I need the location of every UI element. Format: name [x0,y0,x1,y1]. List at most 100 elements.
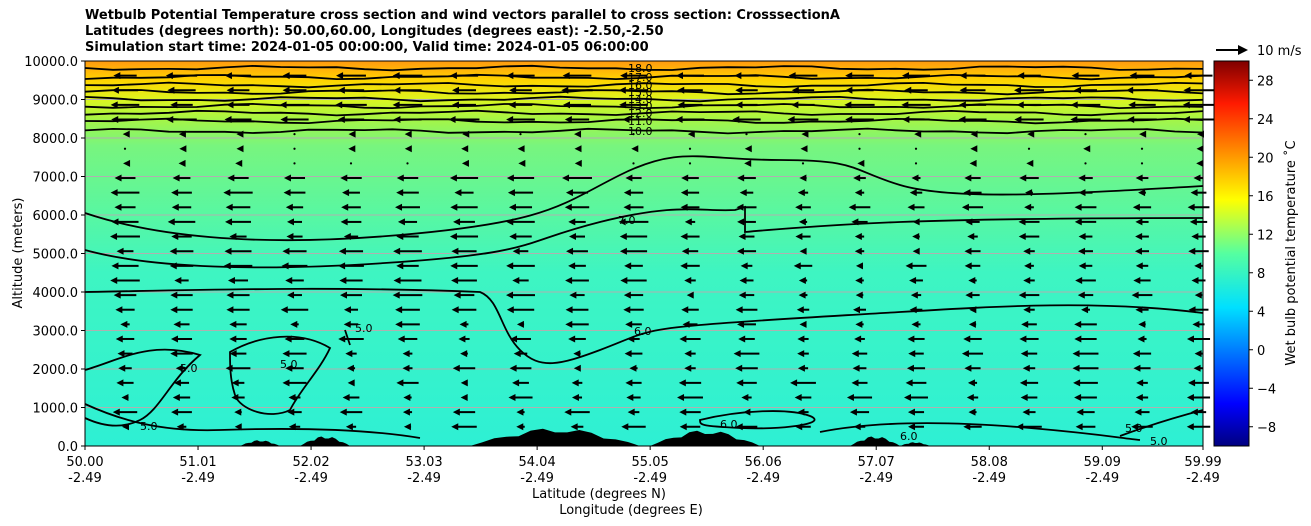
wind-vector-head [121,393,129,401]
y-tick-label: 10000.0 [24,55,78,70]
wind-vector-head [1135,233,1143,241]
x-axis-label-latitude: Latitude (degrees N) [532,487,666,502]
wind-vector-head [1139,130,1147,138]
wind-vector-head [347,379,355,387]
wind-vector-head [569,233,577,241]
wind-vector-head [516,320,524,328]
wind-vector-head [115,335,123,343]
x-axis-label-longitude: Longitude (degrees E) [559,503,703,518]
wind-vector-head [855,276,863,284]
wind-vector-head [565,189,573,197]
wind-vector [1140,162,1144,165]
wind-vector-head [797,189,805,197]
wind-vector-head [1076,408,1084,416]
terrain-shape [470,428,640,446]
wind-vector-head [172,393,180,401]
wind-vector-head [452,408,460,416]
colorbar-tick-label: 20 [1257,151,1274,166]
wind-vector-head [736,203,744,211]
wind-vector-head [509,364,517,372]
wind-key-label: 10 m/s [1257,44,1302,59]
wind-vector-head [403,423,411,431]
wind-vector-head [795,203,803,211]
wind-vector [632,162,635,165]
wind-vector-head [625,379,633,387]
contour-line-5.0-c [229,335,332,415]
wind-vector-head [854,189,862,197]
wind-vector-head [739,189,747,197]
wind-vector-head [451,306,459,314]
wind-vector-head [678,379,686,387]
wind-vector-head [624,350,632,358]
wind-vector-head [223,189,231,197]
wind-vector-head [1134,408,1142,416]
wind-vector-head [570,423,578,431]
wind-vector-head [740,262,748,270]
wind-vector-head [680,233,688,241]
wind-vector-head [402,408,410,416]
wind-vector-head [396,174,404,182]
wind-vector-head [1014,86,1022,94]
wind-vector-head [110,276,118,284]
wind-vector-head [110,233,118,241]
wind-vector-head [625,320,633,328]
wind-vector-head [799,247,807,255]
wind-vector-head [290,320,298,328]
wind-vector-head [735,306,743,314]
wind-vector-head [339,408,347,416]
wind-vector-head [912,247,920,255]
wind-vector-head [796,306,804,314]
colorbar-ticks: −8 −4 0 4 8 12 16 20 24 28 [1249,74,1276,436]
wind-vector-head [338,335,346,343]
wind-vector [914,147,918,150]
wind-vector-head [1074,320,1082,328]
wind-vector-head [624,262,632,270]
wind-vector-head [404,145,412,153]
contour-label: 10.0 [628,125,653,138]
contour-label: 5.0 [1125,422,1143,435]
wind-vector-head [1192,320,1200,328]
wind-vector-head [1018,291,1026,299]
wind-vector-head [510,335,518,343]
y-axis-ticks: 0.0 1000.0 2000.0 3000.0 4000.0 5000.0 6000.0 7… [24,55,85,455]
wind-vector-head [287,291,295,299]
wind-vector-head [629,364,637,372]
wind-vector-head [627,408,635,416]
wind-vector-head [450,262,458,270]
wind-vector-head [395,306,403,314]
wind-vector-head [686,291,694,299]
wind-vector-head [461,145,469,153]
wind-vector-head [282,379,290,387]
terrain-shape [900,442,930,446]
wind-vector-head [506,306,514,314]
wind-vector-head [393,247,401,255]
wind-vector-head [280,116,288,124]
wind-vector-head [509,233,517,241]
wind-vector-head [798,276,806,284]
wind-vector-head [169,247,177,255]
colorbar-tick-label: 24 [1257,113,1274,128]
wind-vector-head [1018,233,1026,241]
wind-vector-head [1075,423,1083,431]
wind-vector-head [908,423,916,431]
wind-vector-head [679,423,687,431]
wind-vector-head [282,247,290,255]
colorbar-tick-label: 16 [1257,190,1274,205]
wind-vector-head [171,203,179,211]
wind-vector-head [1078,233,1086,241]
wind-vector-head [1023,247,1031,255]
wind-vector-head [287,408,295,416]
contour-label: 11.0 [628,115,653,128]
terrain-shape [850,436,900,446]
wind-vector-head [907,203,915,211]
wind-vector-head [1186,423,1194,431]
wind-vector-head [225,218,233,226]
wind-vector-head [229,320,237,328]
wind-vector-head [123,159,131,167]
wind-vector-head [1190,189,1198,197]
wind-vector-head [226,306,234,314]
x-tick-label-lat: 57.07 [858,455,895,470]
x-tick-label-lat: 58.08 [971,455,1008,470]
contour-line-14.0 [84,95,1204,103]
wind-vector-head [1077,291,1085,299]
